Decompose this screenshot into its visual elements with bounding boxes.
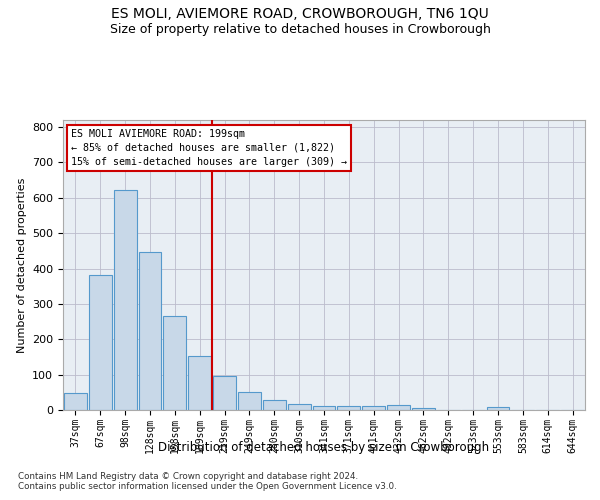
Bar bbox=[139, 252, 161, 410]
Bar bbox=[64, 393, 87, 410]
Bar bbox=[288, 404, 311, 410]
Bar bbox=[263, 400, 286, 410]
Text: Contains HM Land Registry data © Crown copyright and database right 2024.: Contains HM Land Registry data © Crown c… bbox=[18, 472, 358, 481]
Bar bbox=[163, 316, 186, 410]
Text: Size of property relative to detached houses in Crowborough: Size of property relative to detached ho… bbox=[110, 22, 490, 36]
Bar bbox=[89, 274, 112, 410]
Bar bbox=[487, 407, 509, 410]
Bar bbox=[313, 406, 335, 410]
Bar bbox=[213, 376, 236, 410]
Bar bbox=[114, 190, 137, 410]
Text: Contains public sector information licensed under the Open Government Licence v3: Contains public sector information licen… bbox=[18, 482, 397, 491]
Bar bbox=[362, 406, 385, 410]
Text: ES MOLI AVIEMORE ROAD: 199sqm
← 85% of detached houses are smaller (1,822)
15% o: ES MOLI AVIEMORE ROAD: 199sqm ← 85% of d… bbox=[71, 128, 347, 166]
Bar bbox=[238, 392, 261, 410]
Bar bbox=[337, 406, 360, 410]
Bar bbox=[387, 405, 410, 410]
Text: ES MOLI, AVIEMORE ROAD, CROWBOROUGH, TN6 1QU: ES MOLI, AVIEMORE ROAD, CROWBOROUGH, TN6… bbox=[111, 8, 489, 22]
Text: Distribution of detached houses by size in Crowborough: Distribution of detached houses by size … bbox=[158, 441, 490, 454]
Bar bbox=[412, 408, 435, 410]
Y-axis label: Number of detached properties: Number of detached properties bbox=[17, 178, 26, 352]
Bar bbox=[188, 356, 211, 410]
